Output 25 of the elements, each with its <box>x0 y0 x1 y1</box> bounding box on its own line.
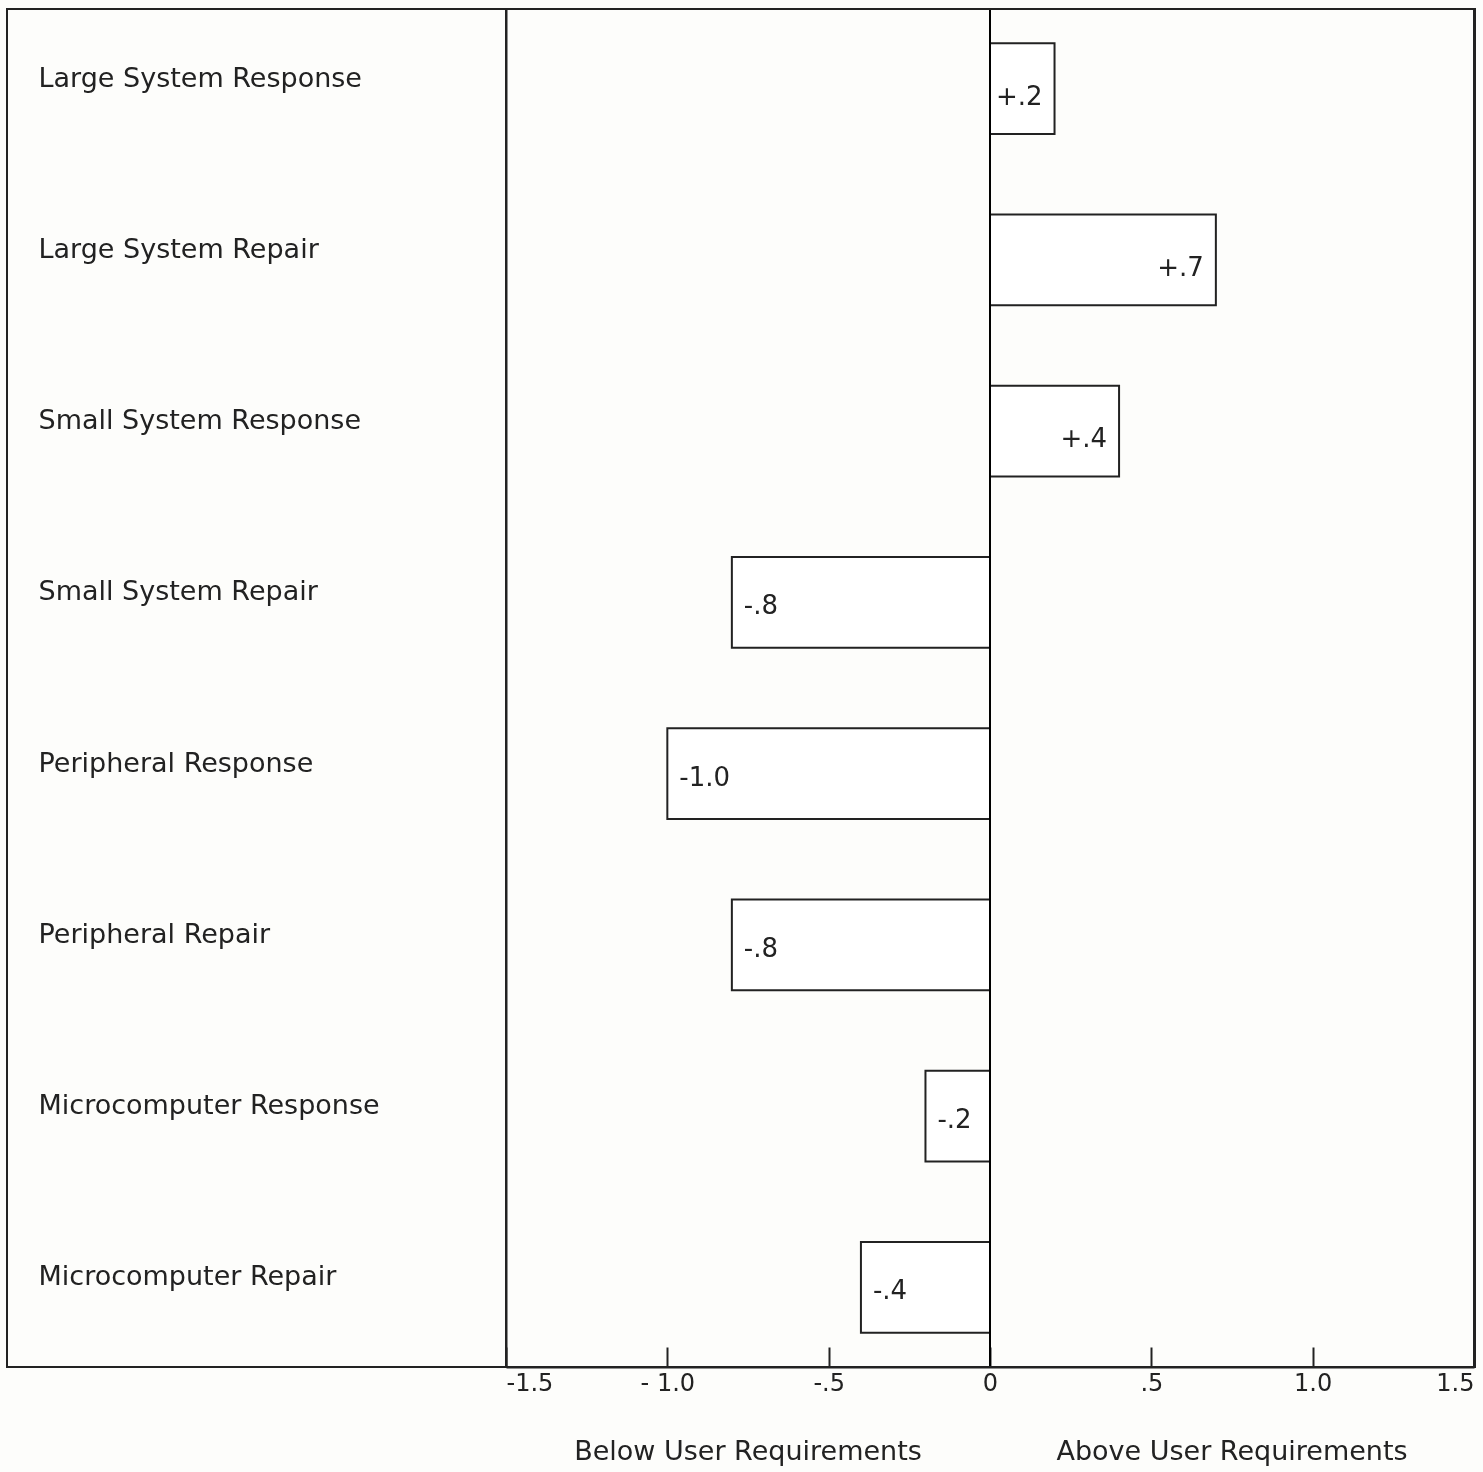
data-label: -1.0 <box>679 761 731 792</box>
data-label: -.4 <box>872 1275 908 1306</box>
y-tick-label: Large System Repair <box>38 232 320 264</box>
x-tick-label: .5 <box>1140 1368 1164 1397</box>
data-label: -.2 <box>937 1104 972 1135</box>
x-tick-label: -1.5 <box>506 1368 554 1397</box>
y-tick-label: Large System Response <box>38 61 362 93</box>
data-label: -.8 <box>743 932 779 963</box>
x-tick-label: 1.0 <box>1294 1368 1333 1397</box>
y-tick-label: Small System Repair <box>38 575 319 607</box>
text: Below User Requirements <box>574 1435 922 1466</box>
data-label: -.8 <box>743 590 779 621</box>
y-tick-label: Small System Response <box>38 404 362 436</box>
data-label: +.7 <box>1157 251 1204 282</box>
y-tick-label: Peripheral Response <box>38 746 314 778</box>
data-label: +.4 <box>1060 423 1108 454</box>
x-tick-label: -.5 <box>813 1368 845 1397</box>
x-tick-label: - 1.0 <box>640 1368 696 1397</box>
x-tick-label: 0 <box>982 1368 999 1397</box>
data-label: +.2 <box>995 80 1043 111</box>
x-tick-label: 1.5 <box>1436 1368 1475 1397</box>
y-tick-label: Microcomputer Response <box>38 1089 380 1121</box>
y-tick-label: Microcomputer Repair <box>38 1260 338 1292</box>
text: Above User Requirements <box>1056 1435 1408 1466</box>
y-tick-label: Peripheral Repair <box>38 917 271 949</box>
